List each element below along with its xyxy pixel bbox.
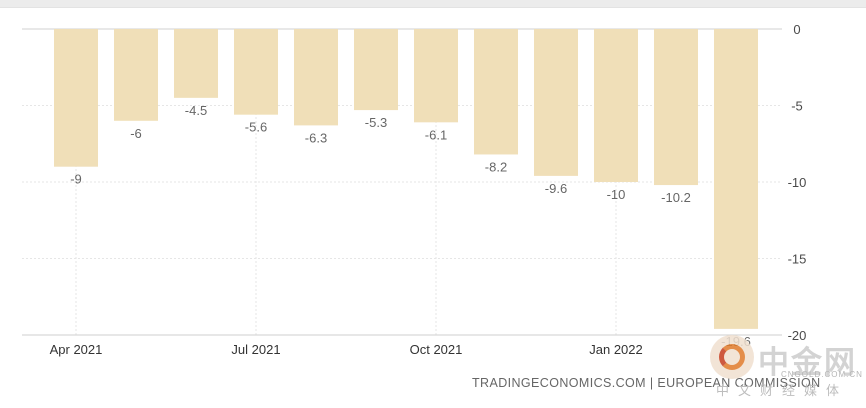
watermark-name: 中金网 (758, 345, 857, 381)
data-label: -9 (70, 172, 82, 187)
y-tick-label: 0 (793, 22, 800, 37)
bars (54, 29, 758, 329)
watermark-domain: CNGOLD.COM.CN (781, 370, 863, 379)
bar (594, 29, 638, 182)
data-label: -10 (607, 187, 626, 202)
bar (714, 29, 758, 329)
x-tick-label: Jul 2021 (231, 342, 280, 357)
top-border (0, 0, 866, 8)
bar (174, 29, 218, 98)
x-tick-label: Jan 2022 (589, 342, 643, 357)
bar (294, 29, 338, 126)
data-label: -8.2 (485, 159, 507, 174)
data-label: -6.3 (305, 130, 327, 145)
y-tick-label: -20 (788, 328, 807, 343)
y-axis: 0 -5 -10 -15 -20 (788, 22, 807, 343)
data-label: -6 (130, 126, 142, 141)
bar (654, 29, 698, 186)
watermark-tagline: 中文财经媒体 (716, 384, 849, 399)
bar (414, 29, 458, 123)
bar (54, 29, 98, 167)
data-label: -4.5 (185, 103, 207, 118)
y-tick-label: -5 (791, 99, 803, 114)
y-tick-label: -10 (788, 175, 807, 190)
watermark-logo: 中金网 CNGOLD.COM.CN 中文财经媒体 (708, 333, 862, 403)
data-label: -5.6 (245, 120, 267, 135)
data-label: -10.2 (661, 190, 691, 205)
bar (354, 29, 398, 111)
data-label: -9.6 (545, 181, 567, 196)
y-tick-label: -15 (788, 252, 807, 267)
x-axis: Apr 2021 Jul 2021 Oct 2021 Jan 2022 (22, 334, 782, 357)
x-tick-label: Apr 2021 (50, 342, 103, 357)
source-credit[interactable]: TRADINGECONOMICS.COM | EUROPEAN COMMISSI… (472, 376, 821, 390)
bar (234, 29, 278, 115)
logo-swirl-icon (710, 335, 754, 379)
x-tick-label: Oct 2021 (410, 342, 463, 357)
bar (114, 29, 158, 121)
bar (474, 29, 518, 155)
bar (534, 29, 578, 176)
data-labels: -9 -6 -4.5 -5.6 -6.3 -5.3 -6.1 -8.2 -9.6 -10 -10.2… (70, 103, 751, 349)
data-label: -5.3 (365, 115, 387, 130)
data-label: -6.1 (425, 127, 447, 142)
